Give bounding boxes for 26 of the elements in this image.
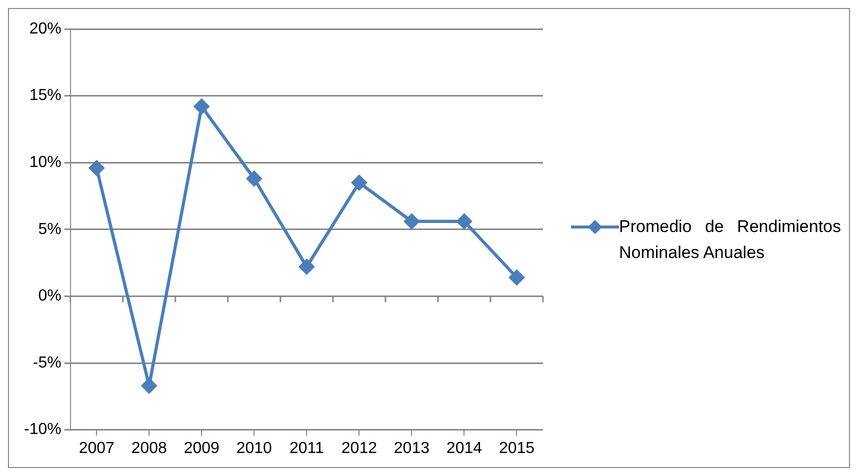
y-tick-label: -5% [32,354,62,372]
point [299,259,314,274]
x-tick-label: 2013 [394,440,430,457]
x-tick-label: 2010 [236,440,272,457]
point [246,171,262,186]
point [142,378,157,394]
point [509,270,524,285]
x-tick-label: 2009 [184,440,220,457]
point [194,98,210,114]
y-tick-label: 20% [29,20,62,38]
x-tick-label: 2012 [341,440,378,457]
point [456,214,472,229]
y-tick-label: 5% [38,220,62,238]
y-tick-label: 10% [29,154,62,172]
y-tick-label: 15% [29,87,62,104]
y-tick-label: 0% [38,288,62,305]
y-tick-label: -10% [24,421,62,438]
x-tick-label: 2008 [131,440,168,457]
point [89,160,104,176]
point [352,175,367,190]
x-tick-label: 2014 [446,440,482,457]
point [404,214,420,229]
x-tick-label: 2015 [498,440,535,457]
x-tick-label: 2007 [78,440,115,457]
legend-label: Promedio de Rendimientos Nominales Anuales [619,216,841,264]
x-tick-label: 2011 [289,440,324,457]
